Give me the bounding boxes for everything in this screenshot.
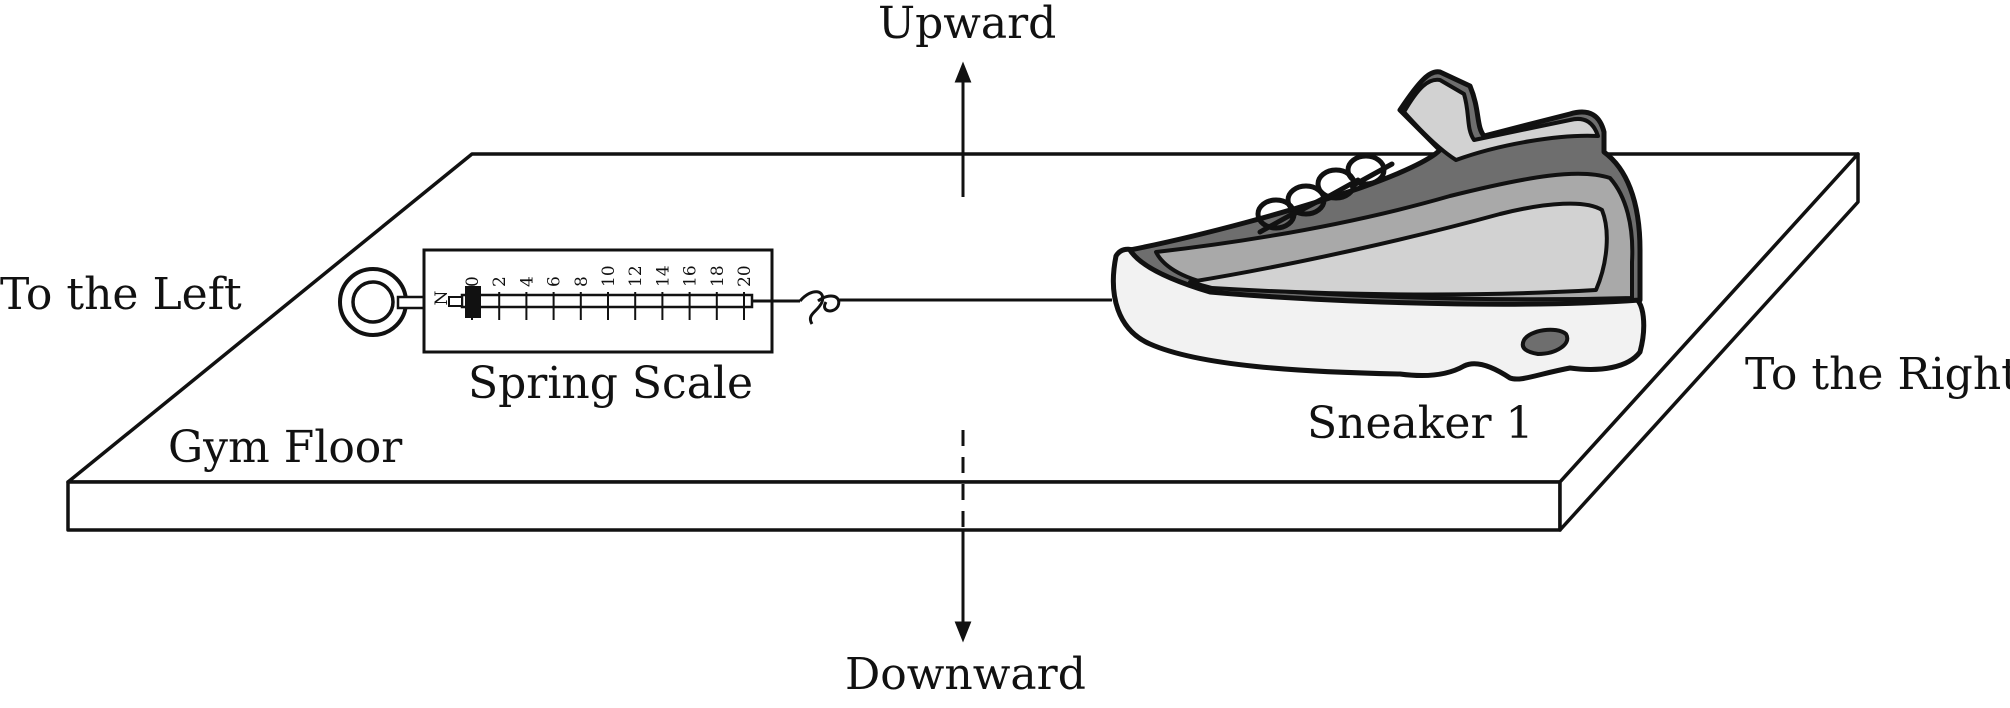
floor-front-face — [66, 480, 1562, 532]
sneaker-vent — [1520, 327, 1570, 356]
scale-hook — [798, 290, 825, 325]
sneaker-illustration — [1110, 69, 1647, 382]
sneaker-sole — [1110, 246, 1647, 382]
sneaker-laces — [1255, 153, 1395, 235]
downward-label: Downward — [845, 649, 1086, 700]
scale-ring-shaft — [396, 295, 426, 310]
sneaker-collar — [1402, 77, 1600, 162]
scale-tick-label: 4 — [517, 276, 537, 287]
scale-tick-label: 20 — [735, 265, 755, 287]
sneaker-label: Sneaker 1 — [1307, 398, 1534, 449]
sneaker-stripe — [1188, 201, 1609, 297]
scale-ticks — [471, 292, 745, 320]
scale-tick-label: 14 — [653, 265, 673, 287]
upward-label: Upward — [878, 0, 1057, 49]
gym-floor-label: Gym Floor — [168, 422, 403, 473]
scale-numbers: 0 2 4 6 8 10 12 14 16 18 20 — [463, 265, 755, 287]
spring-scale: 0 2 4 6 8 10 12 14 16 18 20 N — [338, 248, 1112, 354]
to-the-left-label: To the Left — [0, 269, 242, 320]
scale-tick-label: 2 — [490, 276, 510, 287]
scale-ring-inner — [351, 280, 395, 324]
scale-tick-label: 8 — [572, 276, 592, 287]
scale-slot-stub — [448, 296, 463, 307]
floor-side-face — [1558, 152, 1860, 532]
scale-tick-label: 12 — [626, 265, 646, 287]
to-the-right-label: To the Right — [1745, 349, 2010, 400]
scale-unit-label: N — [432, 290, 452, 305]
scale-tick-label: 16 — [681, 265, 701, 287]
scale-tick-label: 0 — [463, 276, 483, 287]
spring-scale-label: Spring Scale — [468, 358, 754, 409]
scale-tick-label: 6 — [545, 276, 565, 287]
scale-hook-loop — [817, 294, 841, 313]
scale-tick-label: 10 — [599, 265, 619, 287]
scale-tick-label: 18 — [708, 265, 728, 287]
